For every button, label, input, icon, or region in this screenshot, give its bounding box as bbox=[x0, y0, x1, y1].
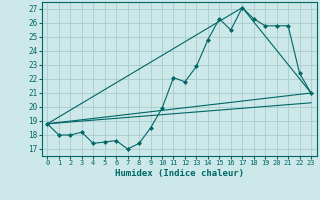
X-axis label: Humidex (Indice chaleur): Humidex (Indice chaleur) bbox=[115, 169, 244, 178]
